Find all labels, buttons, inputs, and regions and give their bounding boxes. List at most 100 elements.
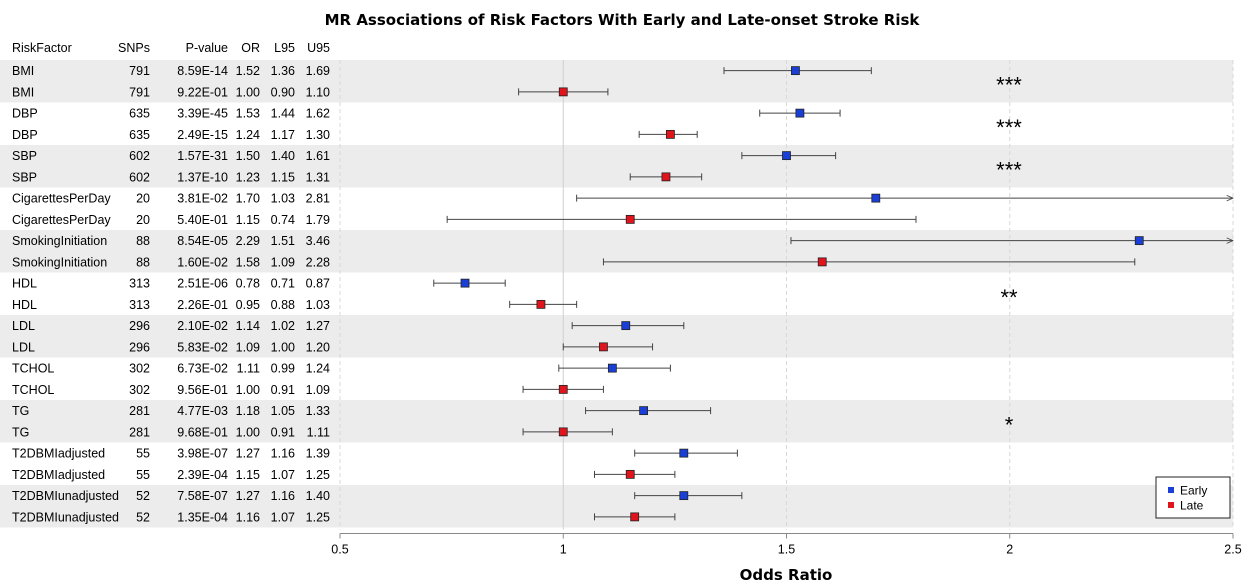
x-tick-label: 2.5 <box>1224 543 1241 557</box>
legend-label: Early <box>1180 484 1207 498</box>
table-cell: 1.27 <box>236 447 260 461</box>
point-estimate <box>599 342 608 352</box>
row-band <box>0 485 1233 528</box>
significance-marker: *** <box>996 72 1022 97</box>
table-cell: 1.57E-31 <box>177 149 228 163</box>
table-cell: 296 <box>129 319 150 333</box>
table-cell: 1.07 <box>271 510 295 524</box>
table-cell: DBP <box>12 128 38 142</box>
table-cell: CigarettesPerDay <box>12 192 111 206</box>
table-cell: 1.53 <box>236 107 260 121</box>
table-cell: 20 <box>136 192 150 206</box>
table-cell: 1.24 <box>306 362 330 376</box>
column-header: OR <box>241 41 260 55</box>
table-cell: 1.07 <box>271 468 295 482</box>
table-cell: 602 <box>129 149 150 163</box>
table-cell: 52 <box>136 489 150 503</box>
table-cell: 1.00 <box>236 425 260 439</box>
row-band <box>0 315 1233 358</box>
table-cell: 3.81E-02 <box>177 192 228 206</box>
x-axis-label: Odds Ratio <box>740 566 833 583</box>
table-cell: 0.91 <box>271 425 295 439</box>
table-cell: 1.20 <box>306 340 330 354</box>
table-cell: 1.03 <box>271 192 295 206</box>
table-cell: 1.18 <box>236 404 260 418</box>
point-estimate <box>460 278 470 288</box>
table-cell: 635 <box>129 128 150 142</box>
column-header: U95 <box>307 41 330 55</box>
column-header: SNPs <box>118 41 150 55</box>
row-band <box>0 60 1233 103</box>
table-cell: 1.25 <box>306 510 330 524</box>
table-cell: HDL <box>12 277 37 291</box>
column-header: L95 <box>274 41 295 55</box>
table-cell: 88 <box>136 234 150 248</box>
table-cell: 1.27 <box>236 489 260 503</box>
point-estimate <box>625 469 635 479</box>
legend-box <box>1155 476 1231 519</box>
table-cell: 3.98E-07 <box>177 447 228 461</box>
table-cell: 52 <box>136 510 150 524</box>
table-cell: 0.74 <box>271 213 295 227</box>
table-cell: 1.60E-02 <box>177 255 228 269</box>
table-cell: TCHOL <box>12 383 54 397</box>
table-cell: 1.10 <box>306 85 330 99</box>
table-cell: 1.15 <box>236 213 260 227</box>
table-cell: 0.88 <box>271 298 295 312</box>
table-cell: 1.09 <box>236 340 260 354</box>
table-cell: 1.23 <box>236 170 260 184</box>
table-cell: 635 <box>129 107 150 121</box>
x-tick-label: 0.5 <box>331 543 348 557</box>
table-cell: 9.22E-01 <box>177 85 228 99</box>
table-cell: 791 <box>129 85 150 99</box>
table-cell: 7.58E-07 <box>177 489 228 503</box>
table-cell: 602 <box>129 170 150 184</box>
table-cell: 1.52 <box>236 64 260 78</box>
table-cell: 1.25 <box>306 468 330 482</box>
table-cell: 0.91 <box>271 383 295 397</box>
significance-marker: *** <box>996 157 1022 182</box>
table-cell: 1.16 <box>236 510 260 524</box>
table-cell: 1.05 <box>271 404 295 418</box>
table-cell: 2.81 <box>306 192 330 206</box>
table-cell: 296 <box>129 340 150 354</box>
point-estimate <box>791 66 800 76</box>
x-tick-label: 2 <box>1006 543 1013 557</box>
table-cell: 1.16 <box>271 489 295 503</box>
table-cell: SmokingInitiation <box>12 234 107 248</box>
table-cell: 1.40 <box>271 149 295 163</box>
table-cell: SBP <box>12 170 37 184</box>
point-estimate <box>639 406 649 416</box>
table-cell: 1.02 <box>271 319 295 333</box>
significance-marker: ** <box>1000 285 1018 310</box>
table-cell: 0.95 <box>236 298 260 312</box>
table-cell: 1.15 <box>236 468 260 482</box>
table-cell: 8.59E-14 <box>177 64 228 78</box>
table-cell: TG <box>12 425 29 439</box>
point-estimate <box>795 108 805 118</box>
table-cell: 9.68E-01 <box>177 425 228 439</box>
table-cell: SBP <box>12 149 37 163</box>
table-cell: 791 <box>129 64 150 78</box>
table-cell: 0.87 <box>306 277 330 291</box>
table-cell: CigarettesPerDay <box>12 213 111 227</box>
legend-swatch <box>1168 487 1174 493</box>
legend-label: Late <box>1180 499 1204 513</box>
point-estimate <box>625 214 635 224</box>
chart-title: MR Associations of Risk Factors With Ear… <box>325 11 921 29</box>
table-cell: T2DBMIadjusted <box>12 447 105 461</box>
table-cell: 9.56E-01 <box>177 383 228 397</box>
table-cell: 2.26E-01 <box>177 298 228 312</box>
table-cell: BMI <box>12 64 34 78</box>
table-cell: DBP <box>12 107 38 121</box>
table-cell: T2DBMIadjusted <box>12 468 105 482</box>
table-cell: 1.36 <box>271 64 295 78</box>
table-cell: 1.70 <box>236 192 260 206</box>
point-estimate <box>1134 236 1144 246</box>
table-cell: 1.17 <box>271 128 295 142</box>
table-cell: 1.15 <box>271 170 295 184</box>
table-cell: 1.11 <box>237 362 260 376</box>
table-cell: 302 <box>129 383 150 397</box>
table-cell: 313 <box>129 277 150 291</box>
